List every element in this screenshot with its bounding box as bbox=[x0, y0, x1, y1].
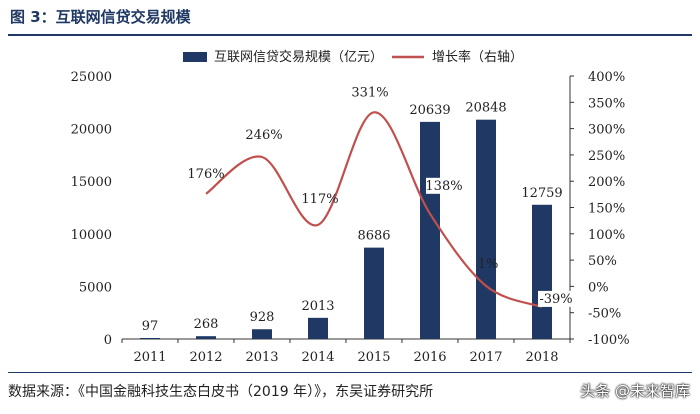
bar-value-label: 8686 bbox=[357, 229, 390, 244]
bar bbox=[420, 121, 440, 340]
watermark: 头条 @未来智库 bbox=[580, 382, 690, 400]
y-right-tick-label: 100% bbox=[588, 228, 625, 243]
line-value-label: 176% bbox=[187, 167, 224, 182]
legend-bar-label: 互联网信贷交易规模（亿元） bbox=[214, 49, 383, 65]
y-right-tick-label: 400% bbox=[588, 70, 625, 85]
legend-line-label: 增长率（右轴） bbox=[432, 49, 523, 65]
bar bbox=[308, 317, 328, 339]
source-note: 数据来源：《中国金融科技生态白皮书（2019 年）》，东吴证券研究所 bbox=[8, 384, 434, 400]
y-left-tick-label: 25000 bbox=[71, 70, 112, 85]
y-left-tick-label: 5000 bbox=[79, 280, 112, 295]
chart: 互联网信贷交易规模（亿元） 增长率（右轴） 0 5000 10000 15000 200… bbox=[71, 49, 630, 365]
y-left-tick-label: 15000 bbox=[71, 175, 112, 190]
x-tick-label: 2017 bbox=[469, 350, 502, 365]
x-tick-label: 2012 bbox=[189, 350, 222, 365]
bar-value-label: 12759 bbox=[521, 186, 562, 201]
legend-bar-swatch bbox=[183, 52, 207, 62]
line-value-label: -39% bbox=[539, 292, 572, 307]
y-right-tick-label: 300% bbox=[588, 123, 625, 138]
y-right-tick-label: -100% bbox=[588, 333, 630, 348]
bar bbox=[252, 329, 272, 339]
plot-area: 0 5000 10000 15000 20000 25000 -100% -50% 0% 50% 1… bbox=[71, 70, 630, 365]
y-right-tick-label: 50% bbox=[588, 254, 617, 269]
title-rule bbox=[8, 34, 692, 36]
bar-value-label: 97 bbox=[142, 319, 159, 334]
x-tick-label: 2014 bbox=[301, 350, 334, 365]
bar-value-label: 268 bbox=[194, 317, 219, 332]
line-label-background bbox=[426, 177, 462, 194]
y-right-tick-label: 0% bbox=[588, 280, 609, 295]
x-tick-label: 2011 bbox=[133, 350, 166, 365]
line-value-label: 1% bbox=[478, 257, 499, 272]
line-value-label: 138% bbox=[425, 179, 462, 194]
legend: 互联网信贷交易规模（亿元） 增长率（右轴） bbox=[183, 49, 523, 65]
bar bbox=[196, 336, 216, 339]
bar-value-label: 2013 bbox=[301, 299, 334, 314]
bar bbox=[532, 204, 552, 339]
line-value-label: 246% bbox=[245, 128, 282, 143]
growth-line bbox=[205, 111, 543, 308]
y-right-tick-label: 350% bbox=[588, 96, 625, 111]
line-label-background bbox=[538, 290, 574, 307]
y-left-tick-label: 10000 bbox=[71, 228, 112, 243]
bar-value-label: 20848 bbox=[465, 101, 506, 116]
y-left-tick-label: 0 bbox=[104, 333, 112, 348]
y-right-tick-label: -50% bbox=[588, 307, 621, 322]
line-value-label: 331% bbox=[351, 85, 388, 100]
y-left-tick-label: 20000 bbox=[71, 123, 112, 138]
y-right-tick-label: 200% bbox=[588, 175, 625, 190]
bar bbox=[364, 247, 384, 339]
x-tick-label: 2013 bbox=[245, 350, 278, 365]
y-right-tick-label: 250% bbox=[588, 149, 625, 164]
line-value-label: 117% bbox=[301, 192, 338, 207]
bar bbox=[476, 119, 496, 339]
footer-rule bbox=[8, 372, 692, 373]
x-tick-label: 2018 bbox=[525, 350, 558, 365]
bar-value-label: 20639 bbox=[409, 103, 450, 118]
figure-title: 图 3：互联网信贷交易规模 bbox=[10, 8, 191, 26]
y-right-tick-label: 150% bbox=[588, 202, 625, 217]
bar-value-label: 928 bbox=[250, 310, 275, 325]
bar bbox=[140, 337, 160, 339]
x-tick-label: 2015 bbox=[357, 350, 390, 365]
x-tick-label: 2016 bbox=[413, 350, 446, 365]
